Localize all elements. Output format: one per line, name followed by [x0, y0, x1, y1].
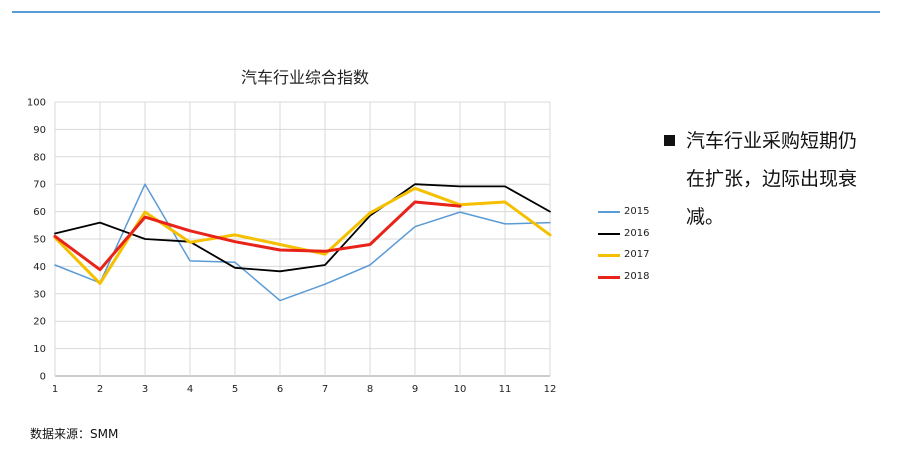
- legend-label: 2016: [624, 227, 650, 239]
- y-tick-label: 0: [40, 372, 46, 383]
- x-tick-label: 5: [232, 384, 238, 395]
- legend-swatch: [598, 232, 620, 235]
- y-tick-label: 10: [33, 344, 46, 355]
- legend-label: 2017: [624, 249, 650, 260]
- legend-swatch: [598, 275, 620, 279]
- y-tick-label: 30: [33, 289, 46, 300]
- source-note: 数据来源：SMM: [30, 427, 119, 441]
- legend-item-2016: 2016: [598, 227, 678, 241]
- legend-swatch: [598, 211, 620, 213]
- y-tick-label: 90: [33, 125, 46, 136]
- y-tick-label: 100: [27, 98, 46, 109]
- legend-item-2015: 2015: [598, 205, 678, 219]
- series-line-2016: [54, 183, 551, 273]
- legend-item-2018: 2018: [598, 270, 678, 284]
- x-tick-label: 2: [97, 384, 103, 395]
- series-line-2018: [53, 200, 462, 272]
- y-tick-label: 60: [33, 207, 46, 218]
- bullet-square-icon: [664, 135, 675, 146]
- top-rule: [12, 11, 880, 13]
- x-tick-label: 3: [142, 384, 148, 395]
- y-tick-label: 70: [33, 180, 46, 191]
- x-tick-label: 8: [367, 384, 373, 395]
- legend-swatch: [598, 254, 620, 257]
- y-tick-label: 20: [33, 317, 46, 328]
- x-tick-label: 4: [187, 384, 193, 395]
- series-line-2015: [54, 183, 551, 302]
- y-tick-label: 80: [33, 152, 46, 163]
- x-tick-label: 1: [52, 384, 58, 395]
- x-tick-label: 9: [412, 384, 418, 395]
- series-layer: [53, 183, 552, 302]
- legend-label: 2015: [624, 206, 650, 217]
- bullet-text: 汽车行业采购短期仍在扩张，边际出现衰减。: [686, 130, 858, 228]
- chart-title: 汽车行业综合指数: [240, 68, 369, 87]
- x-tick-label: 11: [499, 384, 512, 395]
- legend-label: 2018: [624, 270, 650, 282]
- y-tick-label: 50: [33, 235, 46, 246]
- x-tick-label: 7: [322, 384, 328, 395]
- y-tick-label: 40: [33, 262, 46, 273]
- x-tick-label: 6: [277, 384, 283, 395]
- x-tick-label: 10: [454, 384, 467, 395]
- legend-item-2017: 2017: [598, 248, 678, 262]
- x-tick-label: 12: [544, 384, 557, 395]
